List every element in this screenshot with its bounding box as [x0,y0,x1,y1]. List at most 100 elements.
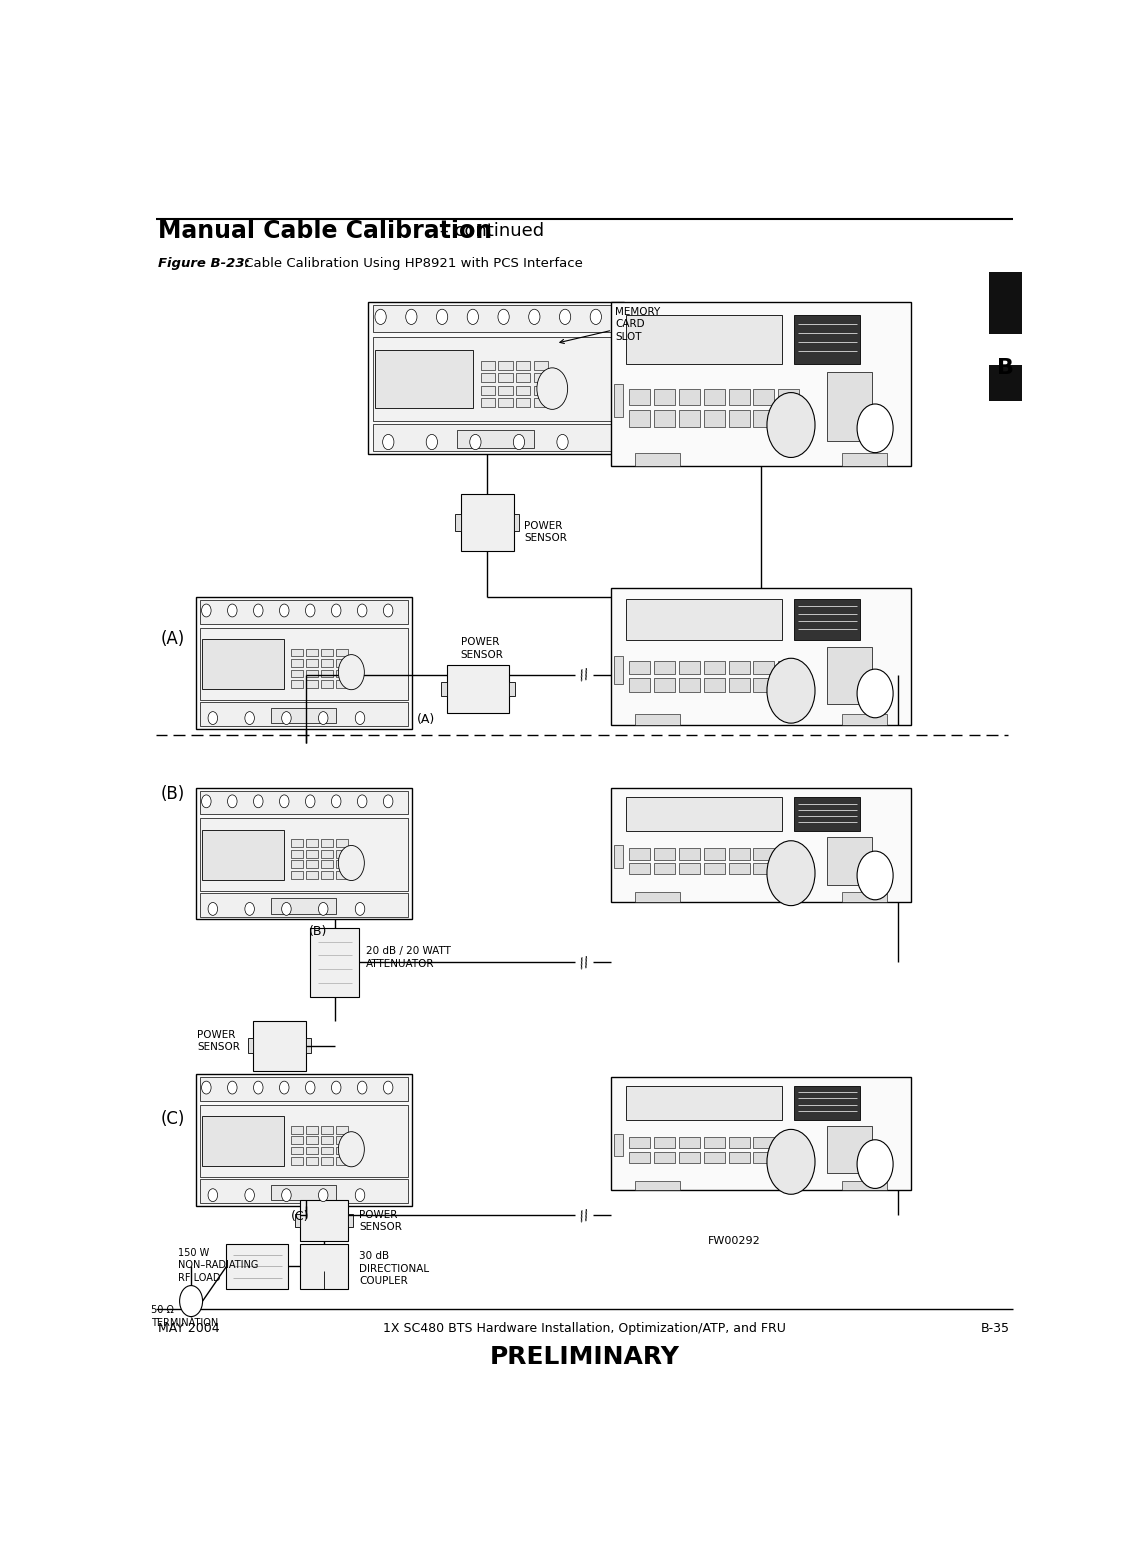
Bar [510,682,515,697]
Circle shape [556,434,568,449]
Bar [291,680,302,688]
Circle shape [339,1132,365,1166]
Bar [291,669,302,677]
Text: Manual Cable Calibration: Manual Cable Calibration [158,220,492,243]
Circle shape [332,604,341,617]
Bar [842,892,887,902]
Bar [481,398,495,407]
Bar [373,305,619,331]
Bar [321,860,333,869]
Circle shape [318,711,328,725]
Circle shape [228,795,237,807]
Bar [678,1137,700,1148]
Circle shape [253,604,263,617]
Text: – continued: – continued [434,222,544,240]
Bar [336,649,348,657]
Bar [200,627,408,700]
Bar [336,850,348,858]
Bar [200,818,408,891]
Bar [306,669,318,677]
Bar [336,680,348,688]
Bar [516,386,530,395]
Bar [202,1117,284,1166]
Circle shape [253,1081,263,1094]
Bar [535,398,548,407]
Bar [793,599,860,640]
Text: 150 W
NON–RADIATING
RF LOAD: 150 W NON–RADIATING RF LOAD [178,1248,259,1283]
Circle shape [209,711,218,725]
Bar [253,1021,306,1070]
Bar [626,798,782,832]
Circle shape [202,604,211,617]
Bar [336,840,348,847]
Circle shape [282,903,291,915]
Circle shape [279,604,290,617]
Bar [629,1137,650,1148]
Bar [653,389,675,406]
Circle shape [857,850,893,900]
Bar [653,863,675,874]
Bar [611,1077,911,1190]
Bar [336,871,348,878]
Circle shape [356,1188,365,1202]
Bar [678,678,700,692]
Circle shape [356,711,365,725]
Bar [247,1038,253,1053]
Text: POWER
SENSOR: POWER SENSOR [461,638,504,660]
Text: Cable Calibration Using HP8921 with PCS Interface: Cable Calibration Using HP8921 with PCS … [239,257,583,270]
Bar [779,1137,799,1148]
Bar [336,1126,348,1134]
Circle shape [358,1081,367,1094]
Bar [306,680,318,688]
Bar [535,361,548,370]
Circle shape [245,903,254,915]
Circle shape [857,404,893,452]
Bar [202,830,284,880]
Circle shape [228,1081,237,1094]
Bar [626,314,782,364]
Text: (C): (C) [160,1109,185,1128]
Bar [678,660,700,674]
Text: PRELIMINARY: PRELIMINARY [489,1345,679,1369]
Circle shape [339,655,365,689]
Text: //: // [578,954,591,970]
Bar [368,302,624,454]
Circle shape [426,434,438,449]
Bar [321,1157,333,1165]
Bar [271,1185,336,1200]
Circle shape [383,1081,393,1094]
Bar [728,660,749,674]
Bar [629,389,650,406]
Bar [754,1151,774,1163]
Bar [535,373,548,383]
Bar [291,1135,302,1145]
Circle shape [332,1081,341,1094]
Bar [321,1146,333,1154]
Circle shape [209,903,218,915]
Bar [306,871,318,878]
Bar [200,894,408,917]
Bar [754,660,774,674]
Bar [321,871,333,878]
Text: (B): (B) [309,925,327,937]
Bar [200,792,408,815]
Bar [754,863,774,874]
Bar [310,928,359,998]
Circle shape [537,367,568,409]
Circle shape [767,392,815,457]
Circle shape [406,310,417,324]
Bar [291,1126,302,1134]
Bar [793,314,860,364]
Circle shape [339,846,365,880]
Bar [291,1157,302,1165]
Bar [703,849,725,860]
Circle shape [279,1081,290,1094]
Bar [703,1137,725,1148]
Bar [613,1134,622,1156]
Circle shape [560,310,571,324]
Bar [779,849,799,860]
Bar [373,424,619,451]
Bar [613,657,622,683]
Bar [300,1244,349,1289]
Text: Figure B-23:: Figure B-23: [158,257,251,270]
